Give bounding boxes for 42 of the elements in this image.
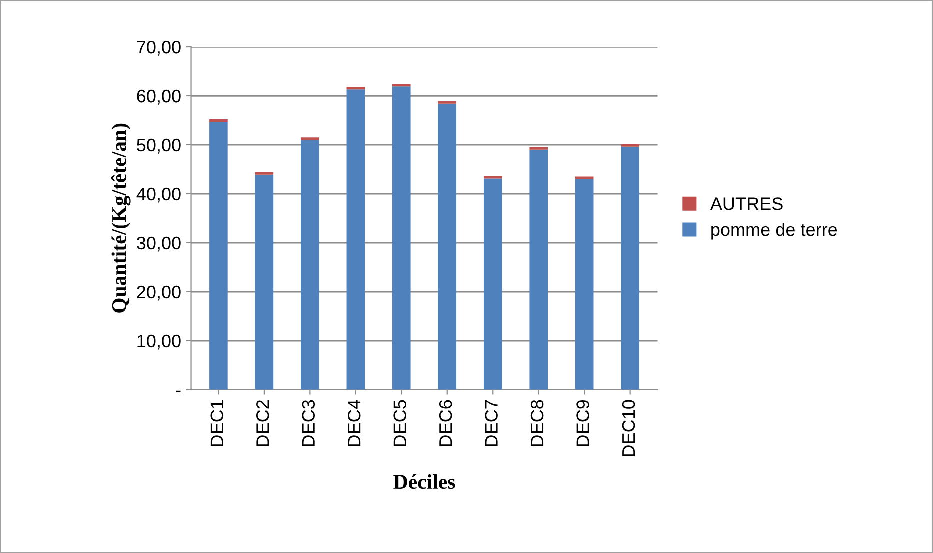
bar — [210, 122, 228, 390]
y-tick-label: 10,00 — [138, 334, 181, 350]
x-tick-label: DEC4 — [348, 400, 361, 446]
bar — [484, 178, 502, 390]
x-tick-label: DEC2 — [256, 400, 270, 446]
x-tick-label: DEC9 — [576, 400, 590, 446]
y-tick-label: 30,00 — [137, 236, 181, 252]
y-tick-label: 20,00 — [137, 286, 181, 301]
bar — [621, 146, 640, 390]
bar — [392, 86, 411, 390]
x-tick-label: DEC10 — [622, 400, 636, 456]
x-tick-label: DEC6 — [439, 400, 452, 446]
legend-label: pomme de terre — [712, 222, 838, 240]
bar — [438, 104, 457, 390]
bar — [392, 84, 411, 87]
y-axis-title: Quantité/(Kg/tête/an) — [112, 124, 131, 313]
bar — [530, 150, 548, 390]
y-tick-label: 40,00 — [136, 188, 181, 203]
bar — [484, 176, 502, 179]
x-axis-title: Déciles — [394, 474, 456, 490]
bar — [438, 101, 457, 104]
x-tick-label: DEC8 — [530, 400, 544, 446]
x-tick-label: DEC1 — [210, 400, 224, 446]
bar — [575, 176, 594, 180]
bar — [621, 144, 640, 147]
y-tick-label: - — [176, 390, 181, 392]
legend-label: AUTRES — [710, 198, 783, 210]
bar — [210, 119, 228, 122]
bar — [530, 147, 548, 150]
bar — [346, 90, 366, 390]
y-tick-label: 60,00 — [137, 90, 181, 105]
x-tick-label: DEC3 — [302, 400, 316, 446]
bar — [255, 172, 274, 175]
y-tick-label: 50,00 — [137, 138, 181, 154]
bar — [575, 179, 594, 390]
y-tick-label: 70,00 — [137, 40, 181, 56]
bar — [346, 87, 366, 90]
x-tick-label: DEC5 — [394, 400, 406, 446]
x-tick-label: DEC7 — [485, 400, 498, 446]
bar — [301, 138, 320, 140]
bar — [255, 174, 274, 390]
bar — [301, 140, 320, 390]
